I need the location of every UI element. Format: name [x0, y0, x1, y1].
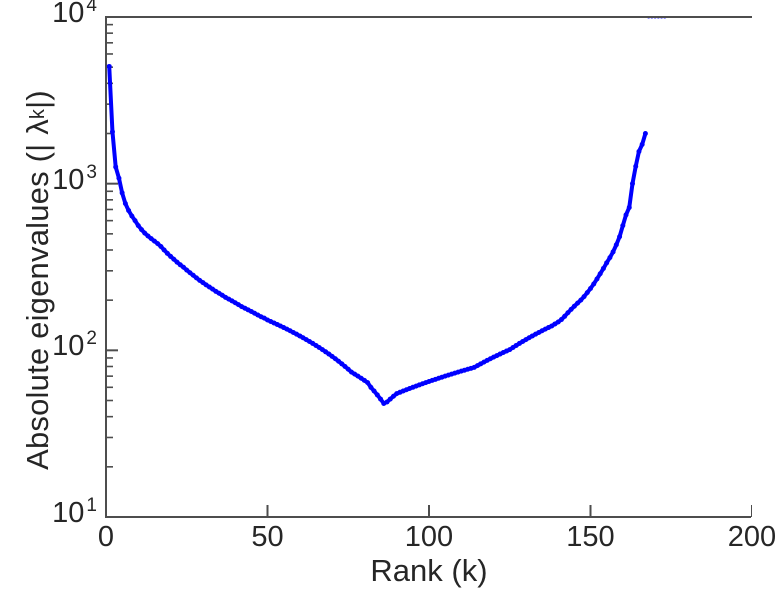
data-point: [161, 247, 167, 253]
data-point: [607, 255, 613, 261]
data-point: [371, 388, 377, 394]
data-point: [171, 256, 177, 262]
data-point: [568, 306, 574, 312]
data-point: [384, 399, 390, 405]
data-point: [620, 223, 626, 229]
data-point: [345, 366, 351, 372]
data-point: [122, 201, 128, 207]
data-point: [368, 384, 374, 390]
data-point: [139, 227, 145, 233]
x-tick-label: 200: [727, 521, 777, 553]
data-point: [584, 290, 590, 296]
plot-area: [105, 16, 752, 518]
data-point: [387, 396, 393, 402]
data-point: [565, 310, 571, 316]
data-point: [578, 297, 584, 303]
data-point: [588, 285, 593, 291]
data-point: [613, 242, 619, 248]
axis-spines: [105, 16, 752, 518]
x-tick-label: 150: [566, 521, 615, 553]
data-point: [633, 163, 639, 169]
data-point: [132, 218, 138, 224]
data-point: [116, 175, 122, 181]
x-tick-label: 100: [404, 521, 454, 553]
data-point: [642, 131, 648, 136]
y-tick-label: 10 2: [52, 328, 97, 363]
data-point: [623, 212, 629, 218]
x-tick-label: 50: [251, 521, 284, 553]
y-axis-title-text: Absolute eigenvalues (| λ: [20, 119, 55, 470]
x-ticks: [105, 505, 752, 517]
data-point: [142, 230, 148, 236]
data-point: [135, 223, 141, 229]
chart-svg: [105, 16, 752, 518]
y-axis-title-subscript: k: [26, 108, 49, 120]
data-point: [597, 271, 603, 277]
y-tick-label: 10 1: [52, 495, 97, 529]
data-point: [636, 148, 642, 154]
data-point: [591, 281, 597, 287]
data-point: [571, 303, 577, 309]
x-axis-title: Rank (k): [370, 553, 488, 588]
data-point: [129, 213, 135, 219]
data-point: [629, 181, 635, 187]
data-point: [113, 164, 119, 170]
data-point: [562, 313, 568, 319]
data-point: [594, 276, 600, 282]
data-point: [600, 265, 606, 271]
data-point: [378, 396, 384, 402]
y-axis-title-tail: |): [20, 90, 55, 109]
data-markers-series-0: [106, 16, 668, 406]
y-axis-title: Absolute eigenvalues (| λ k |): [16, 30, 60, 530]
data-point: [164, 250, 170, 256]
x-tick-label: 0: [97, 521, 115, 553]
data-point: [158, 243, 164, 249]
data-point: [610, 249, 616, 255]
data-point: [374, 392, 380, 398]
data-point: [617, 234, 623, 240]
data-point: [126, 208, 132, 214]
data-point: [575, 300, 581, 306]
data-point: [109, 129, 115, 135]
data-point: [581, 294, 587, 300]
data-point: [181, 264, 187, 270]
data-point: [639, 141, 645, 147]
data-line-series-0: [107, 64, 648, 406]
data-point: [604, 260, 610, 266]
data-point: [155, 241, 161, 247]
data-point: [106, 63, 112, 69]
data-point: [558, 317, 564, 323]
data-point: [119, 190, 125, 196]
y-tick-label: 10 4: [52, 0, 97, 29]
data-point: [626, 204, 632, 210]
data-point: [168, 253, 174, 259]
data-point: [365, 380, 371, 386]
y-tick-label: 10 3: [52, 161, 97, 196]
